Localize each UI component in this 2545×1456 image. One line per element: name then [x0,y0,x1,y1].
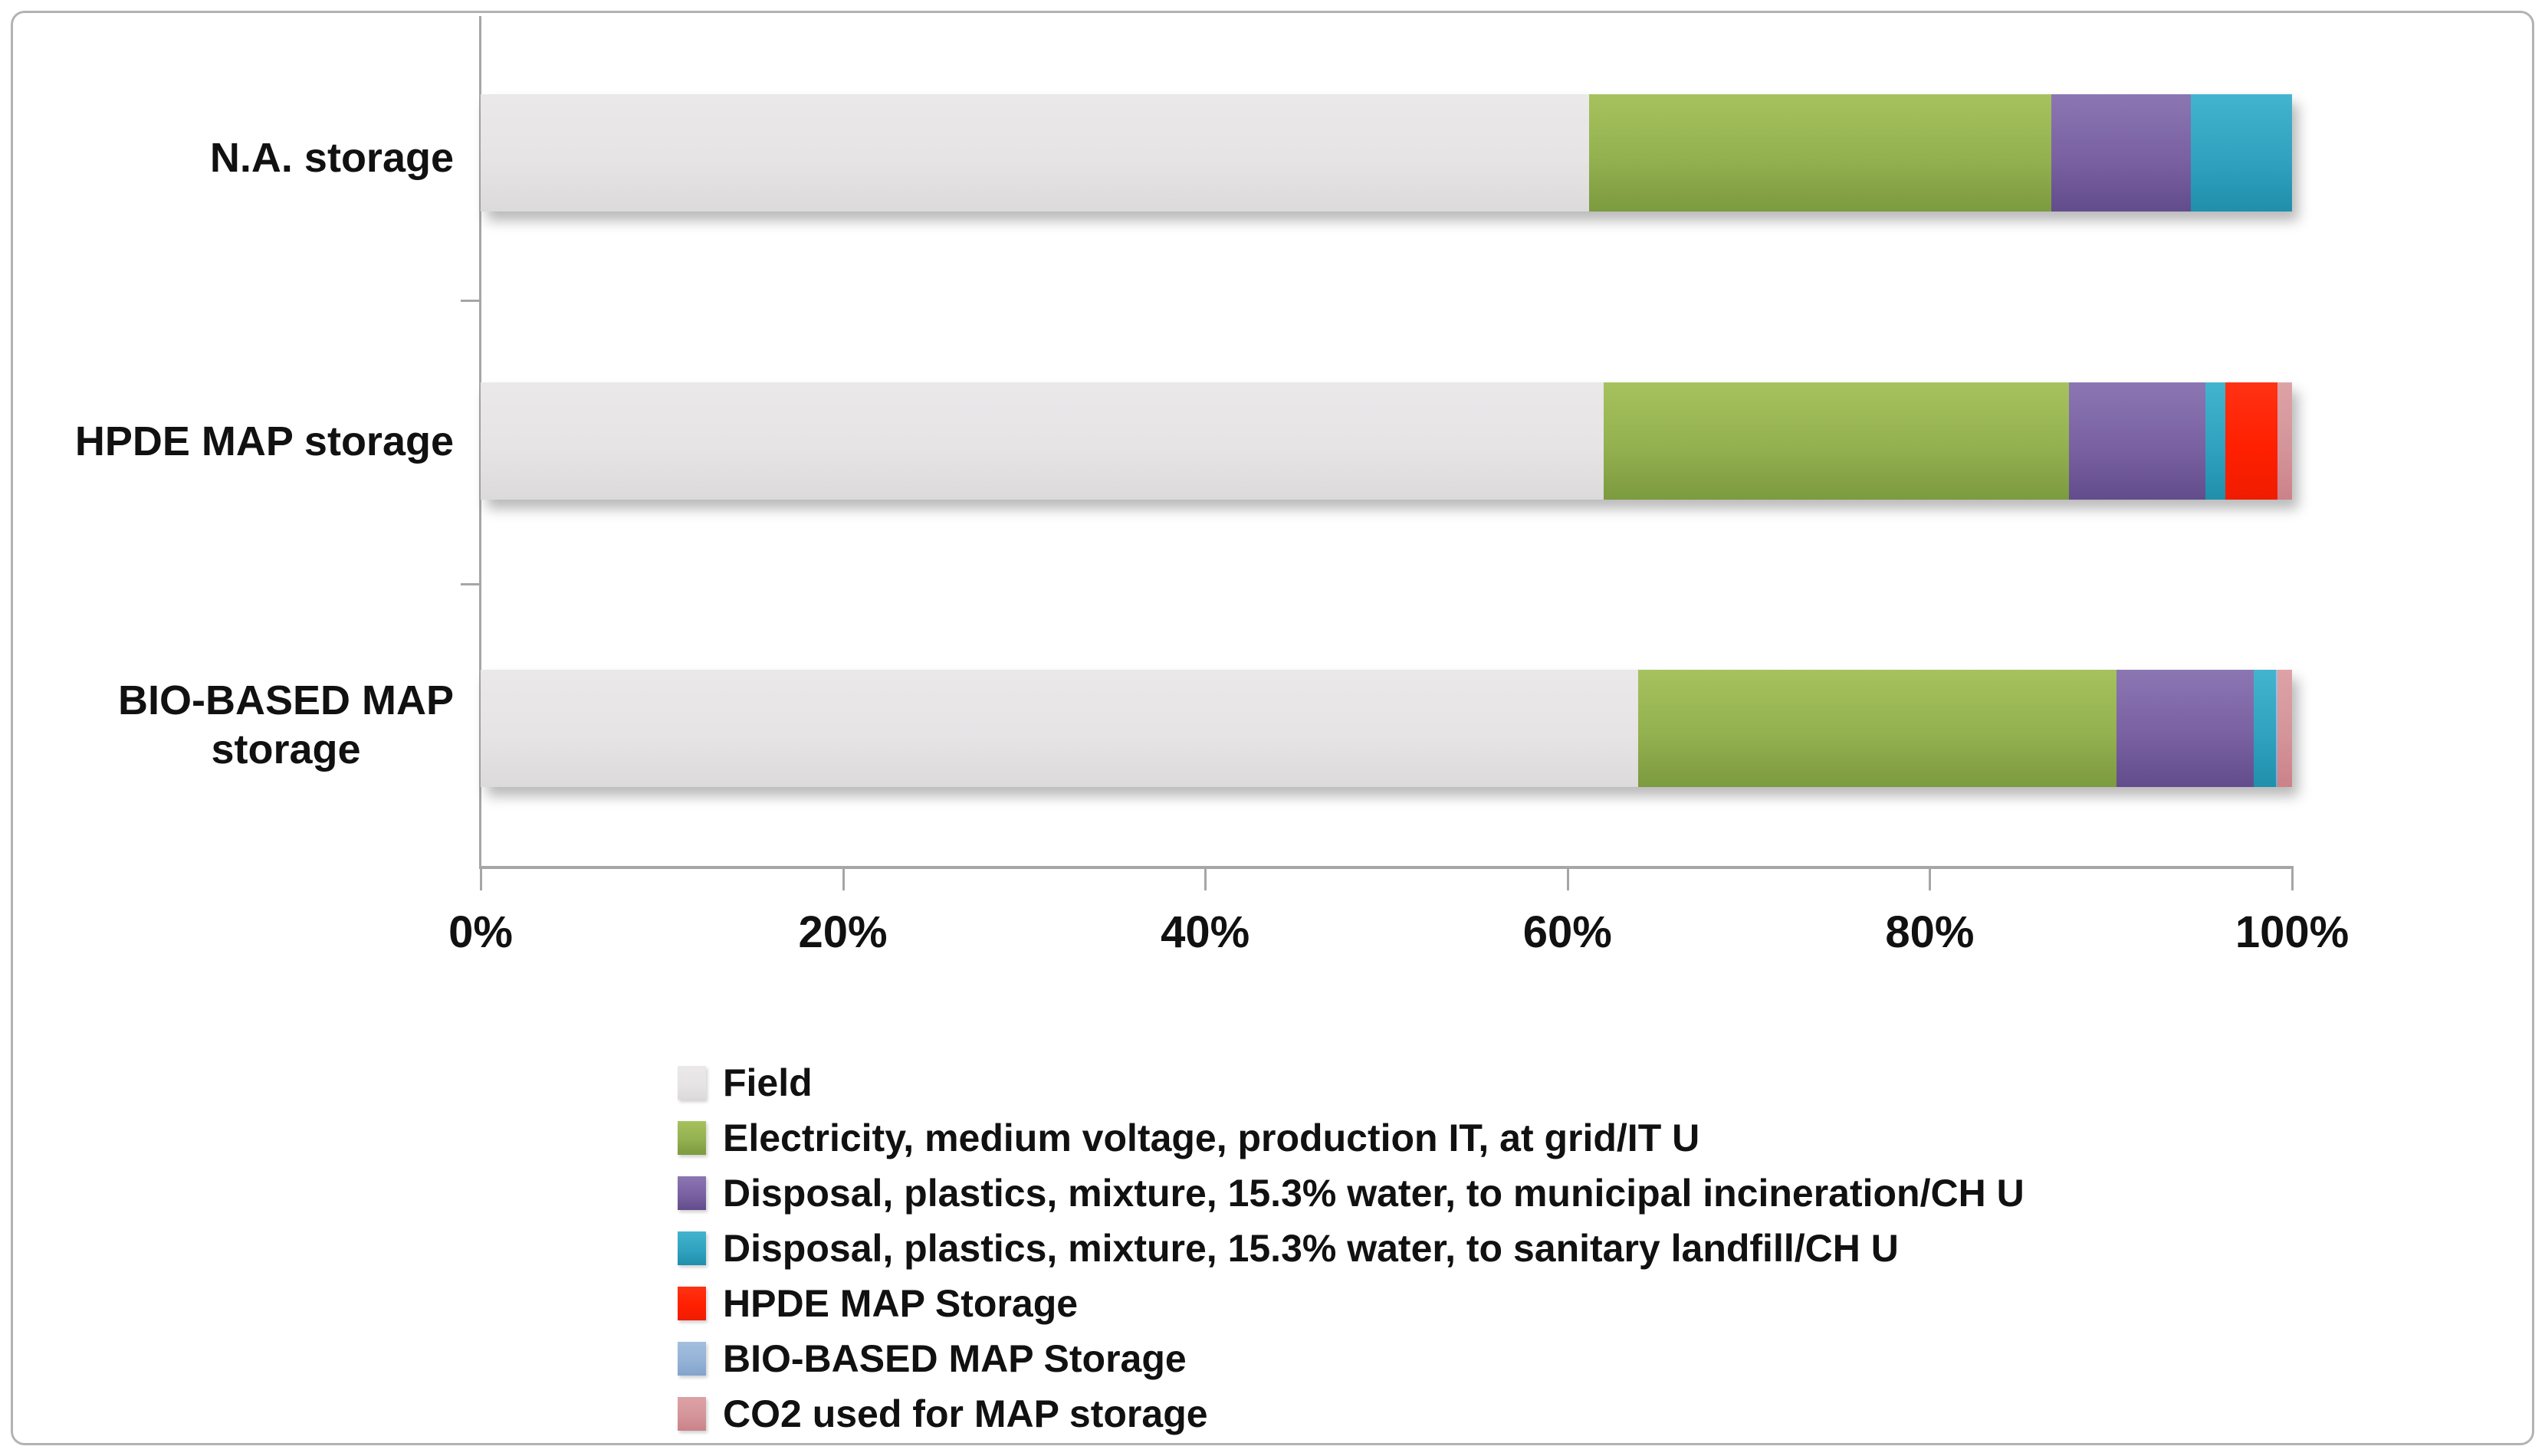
legend-label: Electricity, medium voltage, production … [723,1117,1700,1159]
bar-segment-series-6 [2277,670,2292,787]
bar-segment-series-2 [2069,382,2205,500]
legend: Field Electricity, medium voltage, produc… [678,1055,2025,1441]
legend-label: CO2 used for MAP storage [723,1392,1208,1435]
legend-item: Field [678,1055,2025,1110]
category-label: N.A. storage [209,135,454,181]
x-axis-tick [1566,866,1569,890]
legend-swatch [678,1287,706,1320]
legend-item: HPDE MAP Storage [678,1276,2025,1331]
legend-label: Disposal, plastics, mixture, 15.3% water… [723,1227,1899,1270]
x-axis-tick [480,866,482,890]
bar-segment-series-3 [2254,670,2276,787]
bar-segment-series-0 [481,382,1604,500]
bar-segment-series-1 [1637,670,2116,787]
legend-item: BIO-BASED MAP Storage [678,1331,2025,1386]
x-axis-tick-label: 60% [1522,907,1612,957]
legend-swatch [678,1342,706,1376]
bar-segment-series-0 [481,94,1590,212]
x-axis-tick-label: 0% [448,907,513,957]
x-axis-tick [842,866,845,890]
legend-label: HPDE MAP Storage [723,1282,1079,1325]
bar-segment-series-3 [2190,94,2292,212]
bar-segment-series-5 [2275,670,2278,787]
plot-area: 0% 20% 40% 60% 80% 100% [448,16,2349,957]
bar-segment-series-3 [2205,382,2225,500]
y-axis-tick [461,583,481,585]
bar-row [481,670,2292,787]
bar-row [481,94,2292,212]
y-axis-tick [461,300,481,302]
x-axis-tick-label: 100% [2235,907,2350,957]
legend-item: Electricity, medium voltage, production … [678,1110,2025,1166]
legend-item: Disposal, plastics, mixture, 15.3% water… [678,1166,2025,1221]
legend-item: Disposal, plastics, mixture, 15.3% water… [678,1221,2025,1276]
legend-swatch [678,1121,706,1155]
bar-segment-series-4 [2225,382,2278,500]
legend-swatch [678,1231,706,1265]
legend-swatch [678,1176,706,1210]
legend-swatch [678,1397,706,1431]
x-axis-tick-label: 40% [1161,907,1250,957]
legend-label: BIO-BASED MAP Storage [723,1337,1187,1380]
bar-segment-series-2 [2051,94,2191,212]
x-axis-line [479,866,2294,869]
bar-row [481,382,2292,500]
x-axis-tick [1929,866,1932,890]
bar-segment-series-1 [1604,382,2070,500]
y-axis-line [479,16,481,869]
legend-item: CO2 used for MAP storage [678,1386,2025,1441]
bar-segment-series-1 [1589,94,2051,212]
legend-label: Disposal, plastics, mixture, 15.3% water… [723,1172,2025,1215]
x-axis-tick [1204,866,1207,890]
legend-swatch [678,1066,706,1100]
bar-segment-series-2 [2116,670,2254,787]
x-axis-tick [2291,866,2294,890]
x-axis-tick-label: 80% [1885,907,1975,957]
category-label: HPDE MAP storage [74,418,454,464]
bar-segment-series-0 [481,670,1638,787]
x-axis-tick-label: 20% [798,907,888,957]
legend-label: Field [723,1061,813,1104]
category-label: BIO-BASED MAP storage [117,677,454,772]
bar-segment-series-6 [2277,382,2292,500]
